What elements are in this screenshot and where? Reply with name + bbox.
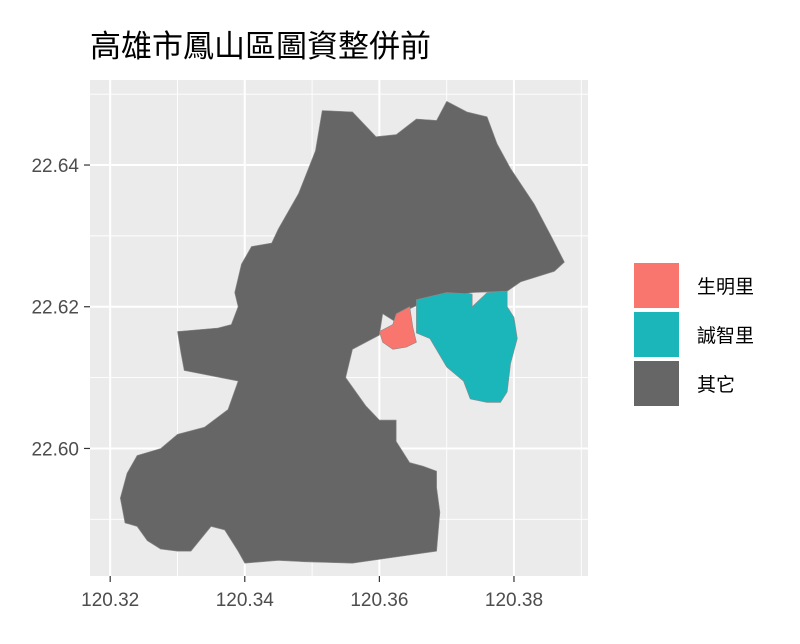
map-region bbox=[379, 306, 417, 350]
plot-panel bbox=[90, 80, 588, 576]
y-axis: 22.60 22.62 22.64 bbox=[31, 156, 90, 460]
y-tick-label: 22.62 bbox=[31, 298, 79, 319]
map-region bbox=[120, 101, 565, 564]
legend-key bbox=[634, 263, 679, 308]
legend-item: 其它 bbox=[634, 361, 735, 406]
x-axis: 120.32 120.34 120.36 120.38 bbox=[81, 576, 543, 611]
legend-key bbox=[634, 361, 679, 406]
x-tick-label: 120.36 bbox=[350, 590, 408, 611]
chart-title: 高雄市鳳山區圖資整併前 bbox=[90, 29, 431, 65]
legend-label: 其它 bbox=[697, 374, 735, 396]
x-tick-label: 120.34 bbox=[216, 590, 275, 611]
legend-item: 生明里 bbox=[634, 263, 754, 308]
y-tick-label: 22.64 bbox=[31, 156, 79, 177]
legend-label: 生明里 bbox=[697, 276, 754, 298]
legend-item: 誠智里 bbox=[634, 312, 754, 357]
x-tick-label: 120.32 bbox=[81, 590, 139, 611]
map-region bbox=[416, 290, 518, 403]
x-tick-label: 120.38 bbox=[485, 590, 543, 611]
y-tick-label: 22.60 bbox=[31, 439, 79, 460]
legend-label: 誠智里 bbox=[697, 325, 754, 347]
map-regions bbox=[120, 101, 565, 564]
legend-key bbox=[634, 312, 679, 357]
